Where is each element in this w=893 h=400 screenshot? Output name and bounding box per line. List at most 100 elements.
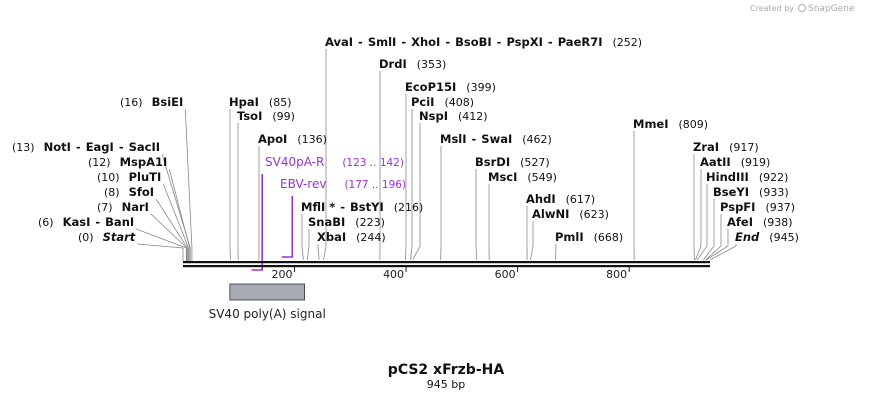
enzyme-name: SfoI bbox=[129, 185, 154, 199]
site-start[interactable]: (0) Start bbox=[78, 230, 136, 244]
site-mfli[interactable]: MflI * - BstYI (216) bbox=[301, 200, 423, 214]
site-nspi[interactable]: NspI (412) bbox=[419, 109, 488, 123]
feature-sv40-polya[interactable]: SV40 poly(A) signal bbox=[209, 283, 326, 321]
enzyme-name: PluTI bbox=[129, 170, 162, 184]
site-zrai[interactable]: ZraI (917) bbox=[693, 140, 759, 154]
primer-sv40pa-r[interactable]: SV40pA-R (123 .. 142) bbox=[251, 155, 404, 271]
site-pspfi[interactable]: PspFI (937) bbox=[720, 200, 795, 214]
top-strand bbox=[183, 261, 710, 264]
site-position: (10) bbox=[97, 171, 120, 184]
enzyme-name: MspA1I bbox=[120, 155, 168, 169]
site-position: (7) bbox=[97, 201, 113, 214]
site-sfoi[interactable]: (8) SfoI bbox=[104, 185, 154, 199]
name-separator: - bbox=[358, 35, 363, 49]
site-aatii[interactable]: AatII (919) bbox=[700, 155, 770, 169]
feature-bar[interactable] bbox=[229, 283, 305, 301]
cut-line-pcii bbox=[410, 109, 413, 261]
primer-name: SV40pA-R bbox=[265, 155, 324, 169]
site-position: (623) bbox=[579, 208, 609, 221]
site-hpai[interactable]: HpaI (85) bbox=[229, 95, 292, 109]
enzyme-name: TsoI bbox=[237, 109, 262, 123]
enzyme-name: AatII bbox=[700, 155, 731, 169]
site-pmli[interactable]: PmlI (668) bbox=[555, 230, 623, 244]
site-position: (244) bbox=[356, 231, 386, 244]
enzyme-name: BsrDI bbox=[475, 155, 510, 169]
site-noti[interactable]: (13) NotI - EagI - SacII bbox=[12, 140, 160, 154]
site-mmei[interactable]: MmeI (809) bbox=[633, 117, 708, 131]
site-ecop15i[interactable]: EcoP15I (399) bbox=[405, 80, 496, 94]
enzyme-name: KasI bbox=[63, 215, 91, 229]
cut-line-start bbox=[137, 243, 184, 261]
cut-line-snabi bbox=[306, 229, 310, 261]
ruler-tick-label: 600 bbox=[495, 268, 516, 281]
enzyme-name: MslI bbox=[440, 132, 467, 146]
primer-ebv-rev[interactable]: EBV-rev (177 .. 196) bbox=[280, 177, 406, 258]
primer-range: (177 .. 196) bbox=[344, 179, 406, 191]
enzyme-name: NarI bbox=[122, 200, 149, 214]
site-ahdi[interactable]: AhdI (617) bbox=[526, 192, 595, 206]
enzyme-name: PspXI bbox=[506, 35, 542, 49]
name-separator: - bbox=[401, 35, 406, 49]
site-position: (252) bbox=[613, 36, 643, 49]
enzyme-name: AfeI bbox=[727, 215, 753, 229]
site-avai[interactable]: AvaI - SmlI - XhoI - BsoBI - PspXI - PaeR7I (252) bbox=[325, 35, 642, 49]
site-apoi[interactable]: ApoI (136) bbox=[258, 132, 327, 146]
site-afei[interactable]: AfeI (938) bbox=[727, 215, 793, 229]
site-bsrdi[interactable]: BsrDI (527) bbox=[475, 155, 550, 169]
enzyme-name: PspFI bbox=[720, 200, 755, 214]
site-position: (527) bbox=[520, 156, 550, 169]
site-mspa1i[interactable]: (12) MspA1I bbox=[88, 155, 167, 169]
site-xbai[interactable]: XbaI (244) bbox=[317, 230, 386, 244]
cut-line-xbai bbox=[317, 244, 320, 261]
name-separator: - bbox=[472, 132, 477, 146]
site-position: (99) bbox=[272, 110, 295, 123]
enzyme-name: SacII bbox=[129, 140, 160, 154]
cut-line-mfli bbox=[301, 214, 304, 261]
site-pluti[interactable]: (10) PluTI bbox=[97, 170, 161, 184]
site-kasi[interactable]: (6) KasI - BanI bbox=[38, 215, 134, 229]
cut-line-nspi bbox=[412, 123, 421, 261]
site-nari[interactable]: (7) NarI bbox=[97, 200, 149, 214]
site-position: (8) bbox=[104, 186, 120, 199]
site-drdi[interactable]: DrdI (353) bbox=[379, 57, 446, 71]
site-snabi[interactable]: SnaBI (223) bbox=[308, 215, 385, 229]
site-end[interactable]: End (945) bbox=[735, 230, 799, 244]
site-tsoi[interactable]: TsoI (99) bbox=[237, 109, 295, 123]
site-position: (668) bbox=[594, 231, 624, 244]
cut-line-alwni bbox=[530, 221, 534, 261]
ruler-tick-label: 800 bbox=[606, 268, 627, 281]
map-subtitle: 945 bp bbox=[427, 378, 465, 391]
site-msci[interactable]: MscI (549) bbox=[488, 170, 557, 184]
site-pcii[interactable]: PciI (408) bbox=[411, 95, 474, 109]
enzyme-name: NotI bbox=[44, 140, 71, 154]
site-bsiei[interactable]: (16) BsiEI bbox=[120, 95, 183, 109]
name-separator: - bbox=[76, 140, 81, 154]
site-position: (16) bbox=[120, 96, 143, 109]
enzyme-name: SwaI bbox=[481, 132, 512, 146]
enzyme-name: MflI * bbox=[301, 200, 335, 214]
enzyme-name: PaeR7I bbox=[558, 35, 603, 49]
site-position: (408) bbox=[444, 96, 474, 109]
enzyme-name: End bbox=[735, 230, 760, 244]
site-position: (353) bbox=[417, 58, 447, 71]
enzyme-name: PmlI bbox=[555, 230, 584, 244]
name-separator: - bbox=[119, 140, 124, 154]
site-msli[interactable]: MslI - SwaI (462) bbox=[440, 132, 552, 146]
cut-line-aatii bbox=[695, 169, 702, 261]
cut-line-bseyi bbox=[702, 199, 715, 261]
enzyme-name: BstYI bbox=[350, 200, 384, 214]
site-position: (809) bbox=[679, 118, 709, 131]
site-bseyi[interactable]: BseYI (933) bbox=[713, 185, 789, 199]
cut-line-bsiei bbox=[184, 108, 193, 261]
site-alwni[interactable]: AlwNI (623) bbox=[532, 207, 609, 221]
site-position: (85) bbox=[269, 96, 292, 109]
enzyme-name: AlwNI bbox=[532, 207, 569, 221]
enzyme-name: AvaI bbox=[325, 35, 353, 49]
enzyme-name: BsoBI bbox=[455, 35, 492, 49]
name-separator: - bbox=[445, 35, 450, 49]
cut-line-pluti bbox=[162, 183, 189, 261]
enzyme-name: EcoP15I bbox=[405, 80, 456, 94]
enzyme-name: DrdI bbox=[379, 57, 407, 71]
ruler-tick-label: 200 bbox=[272, 268, 293, 281]
site-hindiii[interactable]: HindIII (922) bbox=[706, 170, 788, 184]
